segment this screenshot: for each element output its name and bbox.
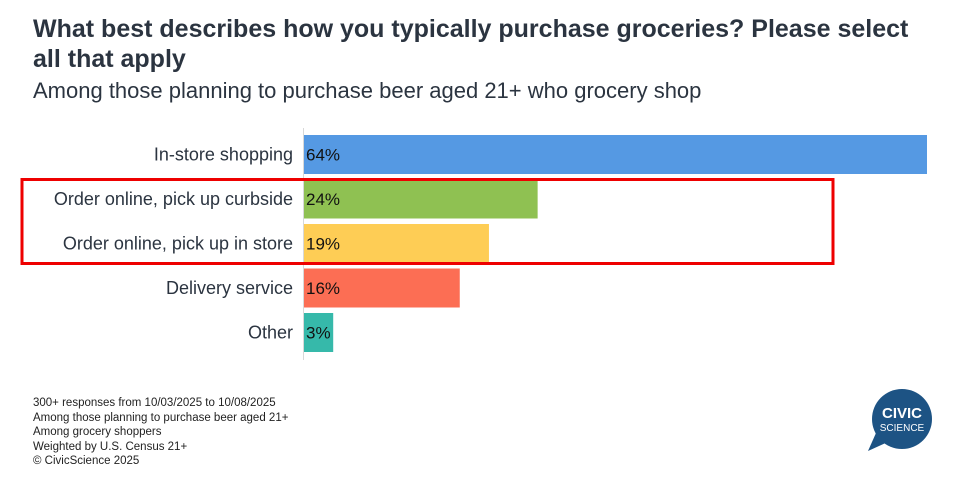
value-label: 3% — [306, 324, 331, 343]
value-label: 19% — [306, 235, 340, 254]
chart-subtitle: Among those planning to purchase beer ag… — [33, 78, 702, 103]
category-label: Order online, pick up in store — [63, 234, 293, 254]
chart-title: What best describes how you typically pu… — [33, 15, 909, 73]
logo-bubble — [872, 389, 932, 449]
footnote-weighting: Weighted by U.S. Census 21+ — [33, 440, 188, 453]
bar-1 — [304, 179, 538, 219]
value-label: 16% — [306, 279, 340, 298]
bar-2 — [304, 224, 489, 263]
bar-0 — [304, 135, 927, 174]
category-label: Order online, pick up curbside — [54, 189, 293, 209]
footnote-copyright: © CivicScience 2025 — [33, 455, 140, 467]
footnote-population: Among those planning to purchase beer ag… — [33, 411, 289, 424]
category-label: Delivery service — [166, 278, 293, 298]
footnote-responses: 300+ responses from 10/03/2025 to 10/08/… — [33, 397, 276, 409]
value-label: 64% — [306, 146, 340, 165]
civicscience-logo: CIVIC SCIENCE — [868, 389, 932, 451]
bar-3 — [304, 268, 460, 308]
bar-4 — [304, 313, 334, 352]
value-label: 24% — [306, 190, 340, 209]
logo-text-civic: CIVIC — [882, 405, 922, 422]
category-label: Other — [248, 323, 293, 343]
logo-bubble-tail — [868, 433, 890, 451]
highlight-box — [20, 178, 835, 265]
footnotes: 300+ responses from 10/03/2025 to 10/08/… — [33, 396, 288, 469]
category-label: In-store shopping — [154, 145, 293, 165]
footnote-shoppers: Among grocery shoppers — [33, 426, 162, 438]
bars-group: In-store shopping 64% Order online, pick u… — [54, 135, 927, 352]
logo-text-science: SCIENCE — [880, 423, 925, 434]
